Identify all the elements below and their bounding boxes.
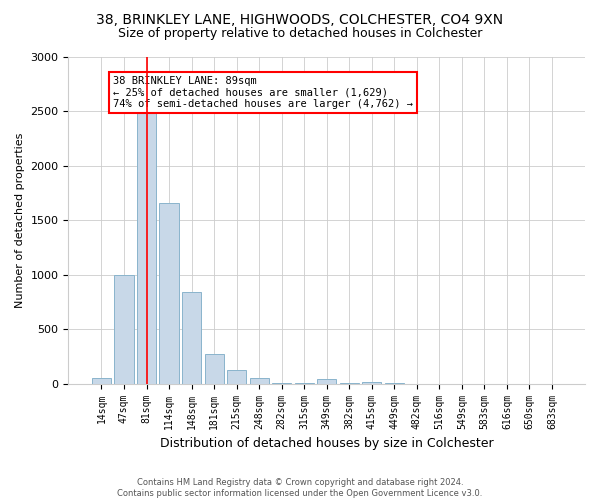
Bar bbox=[182, 292, 201, 384]
Bar bbox=[385, 383, 404, 384]
X-axis label: Distribution of detached houses by size in Colchester: Distribution of detached houses by size … bbox=[160, 437, 494, 450]
Bar bbox=[362, 382, 382, 384]
Text: Size of property relative to detached houses in Colchester: Size of property relative to detached ho… bbox=[118, 28, 482, 40]
Text: Contains HM Land Registry data © Crown copyright and database right 2024.
Contai: Contains HM Land Registry data © Crown c… bbox=[118, 478, 482, 498]
Bar bbox=[295, 383, 314, 384]
Bar bbox=[205, 354, 224, 384]
Text: 38 BRINKLEY LANE: 89sqm
← 25% of detached houses are smaller (1,629)
74% of semi: 38 BRINKLEY LANE: 89sqm ← 25% of detache… bbox=[113, 76, 413, 110]
Y-axis label: Number of detached properties: Number of detached properties bbox=[15, 132, 25, 308]
Bar bbox=[160, 202, 179, 384]
Bar bbox=[272, 383, 291, 384]
Bar bbox=[92, 378, 111, 384]
Bar bbox=[137, 113, 156, 384]
Bar bbox=[227, 370, 246, 384]
Bar bbox=[317, 380, 336, 384]
Bar bbox=[250, 378, 269, 384]
Text: 38, BRINKLEY LANE, HIGHWOODS, COLCHESTER, CO4 9XN: 38, BRINKLEY LANE, HIGHWOODS, COLCHESTER… bbox=[97, 12, 503, 26]
Bar bbox=[115, 274, 134, 384]
Bar bbox=[340, 383, 359, 384]
